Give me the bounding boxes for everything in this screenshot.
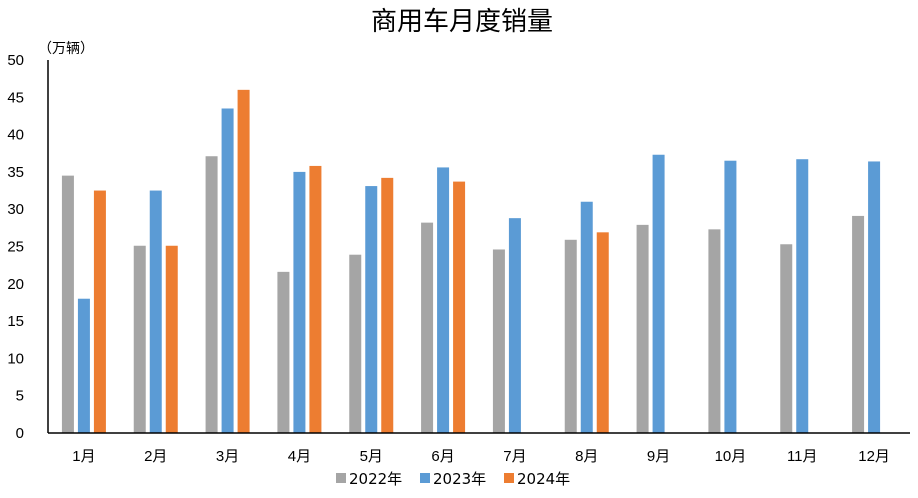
bar [221,108,234,434]
bar [277,271,290,433]
bar [349,254,362,433]
bar [93,190,106,433]
bar [508,218,521,433]
y-tick-label: 40 [7,127,24,144]
y-tick-label: 15 [7,313,24,330]
x-tick-label: 1月 [72,448,95,465]
bar [724,160,737,433]
bar [852,215,865,433]
chart-title: 商用车月度销量 [371,7,553,37]
legend-label: 2024年 [517,470,570,488]
bar [165,245,178,433]
bar [237,89,250,433]
bar [708,229,721,433]
x-tick-label: 2月 [144,448,167,465]
legend: 2022年 2023年 2024年 [336,470,570,488]
x-tick-label: 7月 [503,448,526,465]
bar [381,177,394,433]
y-axis-unit-label: （万辆） [38,41,94,57]
x-tick-label: 12月 [858,448,890,465]
legend-swatch [336,473,346,483]
bar [437,167,450,433]
bar [293,171,306,433]
axes [47,60,910,434]
bar [564,239,577,433]
y-axis-ticks: 0 5 10 15 20 25 30 35 40 45 50 [7,52,24,442]
bar [580,201,593,433]
bar [61,175,74,433]
x-tick-label: 6月 [431,448,454,465]
x-tick-label: 9月 [647,448,670,465]
y-tick-label: 10 [7,350,24,367]
bar [596,232,609,433]
y-tick-label: 50 [7,52,24,69]
x-tick-label: 3月 [216,448,239,465]
bar [77,298,90,433]
y-tick-label: 30 [7,201,24,218]
bar [453,181,466,433]
bar [796,159,809,433]
legend-swatch [420,473,430,483]
bar [780,244,793,433]
bar [421,222,434,433]
legend-label: 2022年 [349,470,402,488]
y-tick-label: 45 [7,89,24,106]
bars-group [61,89,881,434]
y-tick-label: 5 [16,388,24,405]
bar [149,190,162,433]
x-tick-label: 8月 [575,448,598,465]
x-tick-label: 10月 [715,448,747,465]
y-tick-label: 35 [7,164,24,181]
x-tick-label: 4月 [288,448,311,465]
bar [652,154,665,433]
bar [309,165,322,433]
bar [636,224,649,433]
bar [205,156,218,433]
bar [868,161,881,433]
y-tick-label: 25 [7,239,24,256]
bar [133,245,146,433]
x-axis-ticks: 1月 2月 3月 4月 5月 6月 7月 8月 9月 10月 11月 12月 [72,448,890,465]
y-tick-label: 20 [7,276,24,293]
legend-label: 2023年 [433,470,486,488]
bar [365,186,378,433]
legend-swatch [504,473,514,483]
x-tick-label: 11月 [787,448,818,465]
x-tick-label: 5月 [360,448,383,465]
y-tick-label: 0 [16,425,24,442]
bar [492,249,505,433]
